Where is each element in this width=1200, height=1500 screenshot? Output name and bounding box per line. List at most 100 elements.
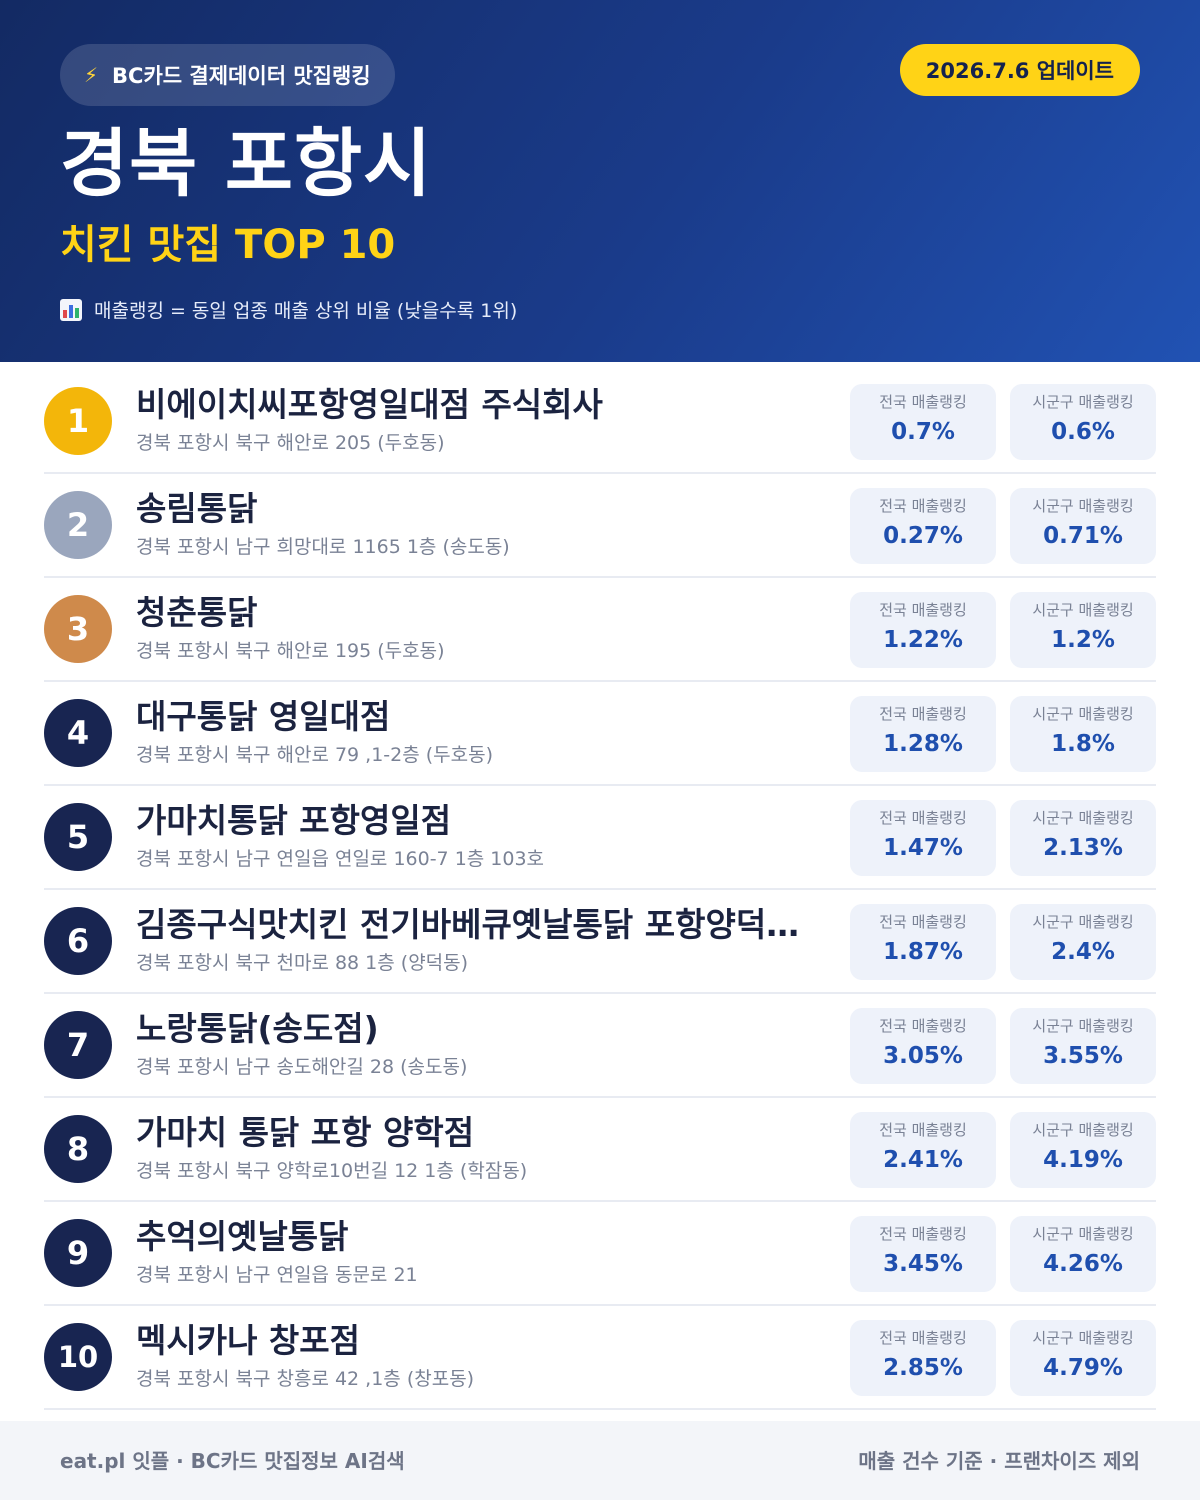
local-ranking-box: 시군구 매출랭킹 3.55% xyxy=(1010,1008,1156,1084)
local-ranking-label: 시군구 매출랭킹 xyxy=(1032,497,1134,515)
restaurant-row[interactable]: 6 김종구식맛치킨 전기바베큐옛날통닭 포항양덕… 경북 포항시 북구 천마로 88… xyxy=(44,890,1156,994)
footer-source: eat.pl 잇플 · BC카드 맛집정보 AI검색 xyxy=(60,1449,405,1473)
national-ranking-label: 전국 매출랭킹 xyxy=(879,1121,967,1139)
lightning-bolt-icon: ⚡ xyxy=(84,63,99,87)
national-ranking-label: 전국 매출랭킹 xyxy=(879,1329,967,1347)
national-ranking-label: 전국 매출랭킹 xyxy=(879,601,967,619)
update-date-label: 2026.7.6 업데이트 xyxy=(925,59,1114,83)
restaurant-name[interactable]: 김종구식맛치킨 전기바베큐옛날통닭 포항양덕… xyxy=(136,905,800,944)
local-ranking-value: 4.26% xyxy=(1043,1251,1123,1277)
national-ranking-value: 0.27% xyxy=(883,523,963,549)
restaurant-name[interactable]: 가마치통닭 포항영일점 xyxy=(136,801,452,840)
restaurant-address: 경북 포항시 남구 연일읍 동문로 21 xyxy=(136,1264,418,1286)
national-ranking-box: 전국 매출랭킹 3.45% xyxy=(850,1216,996,1292)
ranking-legend: 매출랭킹 = 동일 업종 매출 상위 비율 (낮을수록 1위) xyxy=(60,296,517,323)
restaurant-address: 경북 포항시 남구 송도해안길 28 (송도동) xyxy=(136,1056,468,1078)
local-ranking-value: 1.2% xyxy=(1051,627,1115,653)
national-ranking-value: 2.41% xyxy=(883,1147,963,1173)
rank-badge: 5 xyxy=(44,803,112,871)
national-ranking-box: 전국 매출랭킹 1.87% xyxy=(850,904,996,980)
local-ranking-label: 시군구 매출랭킹 xyxy=(1032,913,1134,931)
restaurant-name[interactable]: 송림통닭 xyxy=(136,489,258,528)
national-ranking-value: 1.22% xyxy=(883,627,963,653)
local-ranking-value: 1.8% xyxy=(1051,731,1115,757)
restaurant-address: 경북 포항시 북구 해안로 205 (두호동) xyxy=(136,432,445,454)
national-ranking-box: 전국 매출랭킹 1.47% xyxy=(850,800,996,876)
national-ranking-value: 2.85% xyxy=(883,1355,963,1381)
national-ranking-value: 3.05% xyxy=(883,1043,963,1069)
local-ranking-box: 시군구 매출랭킹 4.79% xyxy=(1010,1320,1156,1396)
rank-badge: 10 xyxy=(44,1323,112,1391)
rank-badge: 7 xyxy=(44,1011,112,1079)
rank-badge: 4 xyxy=(44,699,112,767)
local-ranking-box: 시군구 매출랭킹 0.6% xyxy=(1010,384,1156,460)
national-ranking-box: 전국 매출랭킹 1.22% xyxy=(850,592,996,668)
national-ranking-label: 전국 매출랭킹 xyxy=(879,913,967,931)
restaurant-name[interactable]: 청춘통닭 xyxy=(136,593,258,632)
rank-badge: 9 xyxy=(44,1219,112,1287)
national-ranking-label: 전국 매출랭킹 xyxy=(879,705,967,723)
local-ranking-value: 0.6% xyxy=(1051,419,1115,445)
local-ranking-label: 시군구 매출랭킹 xyxy=(1032,1225,1134,1243)
national-ranking-label: 전국 매출랭킹 xyxy=(879,809,967,827)
restaurant-address: 경북 포항시 남구 희망대로 1165 1층 (송도동) xyxy=(136,536,510,558)
bar-chart-icon xyxy=(60,298,82,321)
local-ranking-label: 시군구 매출랭킹 xyxy=(1032,1121,1134,1139)
restaurant-name[interactable]: 추억의옛날통닭 xyxy=(136,1217,349,1256)
update-date-badge: 2026.7.6 업데이트 xyxy=(899,44,1140,96)
local-ranking-value: 3.55% xyxy=(1043,1043,1123,1069)
local-ranking-value: 2.13% xyxy=(1043,835,1123,861)
local-ranking-label: 시군구 매출랭킹 xyxy=(1032,809,1134,827)
restaurant-name[interactable]: 비에이치씨포항영일대점 주식회사 xyxy=(136,385,603,424)
national-ranking-label: 전국 매출랭킹 xyxy=(879,393,967,411)
local-ranking-box: 시군구 매출랭킹 1.8% xyxy=(1010,696,1156,772)
restaurant-name[interactable]: 가마치 통닭 포항 양학점 xyxy=(136,1113,475,1152)
header-banner: ⚡ BC카드 결제데이터 맛집랭킹 2026.7.6 업데이트 경북 포항시 치… xyxy=(0,0,1200,362)
restaurant-name[interactable]: 노랑통닭(송도점) xyxy=(136,1009,379,1048)
restaurant-name[interactable]: 멕시카나 창포점 xyxy=(136,1321,361,1360)
national-ranking-box: 전국 매출랭킹 0.27% xyxy=(850,488,996,564)
restaurant-row[interactable]: 7 노랑통닭(송도점) 경북 포항시 남구 송도해안길 28 (송도동) 전국 매출랭… xyxy=(44,994,1156,1098)
rank-badge: 8 xyxy=(44,1115,112,1183)
restaurant-address: 경북 포항시 북구 창흥로 42 ,1층 (창포동) xyxy=(136,1368,475,1390)
restaurant-row[interactable]: 5 가마치통닭 포항영일점 경북 포항시 남구 연일읍 연일로 160-7 1층 1… xyxy=(44,786,1156,890)
rank-badge: 6 xyxy=(44,907,112,975)
restaurant-address: 경북 포항시 북구 양학로10번길 12 1층 (학잠동) xyxy=(136,1160,528,1182)
national-ranking-value: 3.45% xyxy=(883,1251,963,1277)
local-ranking-box: 시군구 매출랭킹 4.19% xyxy=(1010,1112,1156,1188)
rank-badge: 1 xyxy=(44,387,112,455)
restaurant-address: 경북 포항시 북구 천마로 88 1층 (양덕동) xyxy=(136,952,469,974)
restaurant-address: 경북 포항시 북구 해안로 79 ,1-2층 (두호동) xyxy=(136,744,494,766)
restaurant-address: 경북 포항시 북구 해안로 195 (두호동) xyxy=(136,640,445,662)
local-ranking-box: 시군구 매출랭킹 1.2% xyxy=(1010,592,1156,668)
rank-badge: 3 xyxy=(44,595,112,663)
local-ranking-box: 시군구 매출랭킹 2.13% xyxy=(1010,800,1156,876)
national-ranking-box: 전국 매출랭킹 3.05% xyxy=(850,1008,996,1084)
local-ranking-box: 시군구 매출랭킹 0.71% xyxy=(1010,488,1156,564)
national-ranking-box: 전국 매출랭킹 0.7% xyxy=(850,384,996,460)
local-ranking-box: 시군구 매출랭킹 2.4% xyxy=(1010,904,1156,980)
restaurant-row[interactable]: 2 송림통닭 경북 포항시 남구 희망대로 1165 1층 (송도동) 전국 매출랭킹… xyxy=(44,474,1156,578)
local-ranking-value: 4.19% xyxy=(1043,1147,1123,1173)
restaurant-name[interactable]: 대구통닭 영일대점 xyxy=(136,697,391,736)
local-ranking-value: 2.4% xyxy=(1051,939,1115,965)
local-ranking-label: 시군구 매출랭킹 xyxy=(1032,1017,1134,1035)
local-ranking-value: 0.71% xyxy=(1043,523,1123,549)
national-ranking-value: 1.47% xyxy=(883,835,963,861)
local-ranking-label: 시군구 매출랭킹 xyxy=(1032,393,1134,411)
category-title: 치킨 맛집 TOP 10 xyxy=(60,222,396,268)
region-title: 경북 포항시 xyxy=(60,121,433,207)
local-ranking-label: 시군구 매출랭킹 xyxy=(1032,1329,1134,1347)
national-ranking-value: 1.28% xyxy=(883,731,963,757)
local-ranking-value: 4.79% xyxy=(1043,1355,1123,1381)
national-ranking-box: 전국 매출랭킹 1.28% xyxy=(850,696,996,772)
national-ranking-label: 전국 매출랭킹 xyxy=(879,1225,967,1243)
national-ranking-box: 전국 매출랭킹 2.41% xyxy=(850,1112,996,1188)
